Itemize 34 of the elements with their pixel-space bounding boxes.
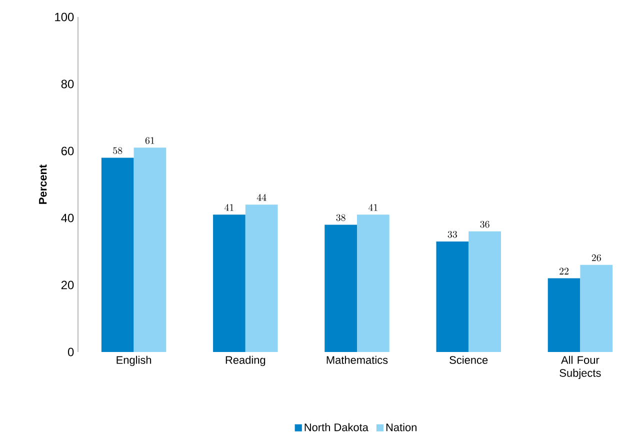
bar: [324, 224, 357, 352]
legend-label: North Dakota: [304, 423, 368, 432]
data-label: 26: [592, 254, 601, 262]
data-label: 41: [368, 204, 378, 211]
y-axis-title: Percent: [39, 164, 47, 204]
y-tick-label: 80: [61, 80, 74, 88]
data-label: 33: [448, 231, 457, 238]
x-tick-label: English: [116, 356, 152, 366]
bar: [213, 214, 246, 352]
y-tick-label: 20: [61, 280, 74, 290]
y-tick-label: 60: [61, 146, 74, 156]
bar: [580, 265, 613, 352]
bar: [134, 148, 166, 352]
bar: [436, 242, 469, 352]
x-tick-label: Science: [450, 356, 488, 364]
bar: [548, 278, 580, 352]
bar: [357, 214, 390, 352]
bar: [245, 204, 278, 352]
data-label: 38: [336, 214, 346, 222]
x-tick-label: Reading: [226, 356, 266, 366]
x-tick-label: All Four Subjects: [560, 356, 601, 380]
bar: [101, 158, 134, 352]
data-label: 58: [113, 147, 122, 154]
x-tick-label: Mathematics: [326, 356, 388, 364]
y-tick-label: 0: [68, 348, 74, 356]
legend-label: Nation: [386, 423, 416, 432]
data-label: 61: [145, 137, 154, 144]
data-label: 36: [480, 221, 490, 228]
data-label: 22: [560, 268, 568, 275]
y-tick-label: 100: [55, 12, 74, 22]
data-label: 41: [224, 204, 234, 211]
bar: [468, 232, 501, 352]
data-label: 44: [256, 194, 266, 201]
y-tick-label: 40: [61, 214, 74, 222]
